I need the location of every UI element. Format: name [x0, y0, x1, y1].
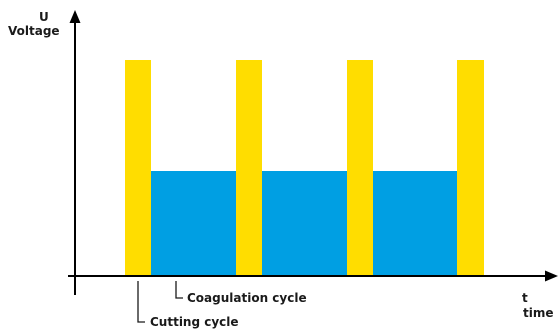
cutting-pulse-1: [125, 60, 151, 276]
coagulation-segment-3: [373, 171, 457, 276]
cutting-pulse-2: [236, 60, 262, 276]
y-axis-arrowhead: [69, 10, 81, 23]
coagulation-segment-1: [151, 171, 236, 276]
x-axis-arrowhead: [545, 270, 558, 282]
cutting-pulse-3: [347, 60, 373, 276]
x-axis-symbol: t: [522, 291, 528, 305]
y-axis-label: Voltage: [8, 24, 60, 38]
y-axis-symbol: U: [39, 10, 49, 24]
coagulation-leader: [175, 281, 183, 299]
x-axis-label: time: [523, 306, 554, 320]
coagulation-segment-2: [262, 171, 347, 276]
coagulation-cycle-label: Coagulation cycle: [187, 291, 307, 305]
cutting-pulse-4: [457, 60, 484, 276]
cutting-cycle-label: Cutting cycle: [150, 315, 239, 329]
cutting-leader: [137, 281, 145, 323]
